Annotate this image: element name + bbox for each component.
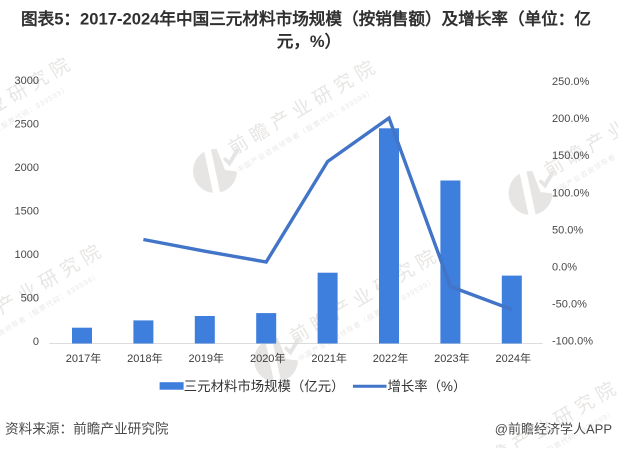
svg-text:3000: 3000 — [15, 75, 39, 87]
svg-text:@前瞻经济学人APP: @前瞻经济学人APP — [495, 422, 612, 437]
svg-text:1500: 1500 — [15, 206, 39, 218]
svg-text:2024年: 2024年 — [496, 351, 531, 365]
svg-text:元，%）: 元，%） — [277, 31, 341, 51]
svg-text:图表5：2017-2024年中国三元材料市场规模（按销售额）: 图表5：2017-2024年中国三元材料市场规模（按销售额）及增长率（单位：亿 — [21, 9, 591, 29]
svg-text:2023年: 2023年 — [434, 351, 469, 365]
svg-text:2021年: 2021年 — [311, 351, 346, 365]
svg-text:2022年: 2022年 — [373, 351, 408, 365]
svg-text:三元材料市场规模（亿元）: 三元材料市场规模（亿元） — [184, 378, 345, 394]
svg-text:-100.0%: -100.0% — [552, 336, 593, 348]
svg-text:0.0%: 0.0% — [552, 262, 577, 274]
svg-text:增长率（%）: 增长率（%） — [388, 378, 467, 394]
svg-text:2017年: 2017年 — [66, 351, 101, 365]
svg-text:2018年: 2018年 — [127, 351, 162, 365]
svg-text:2020年: 2020年 — [250, 351, 285, 365]
svg-text:50.0%: 50.0% — [552, 224, 583, 236]
svg-text:500: 500 — [21, 293, 39, 305]
svg-text:0: 0 — [33, 336, 39, 348]
svg-text:2000: 2000 — [15, 162, 39, 174]
svg-text:2019年: 2019年 — [189, 351, 224, 365]
svg-text:150.0%: 150.0% — [552, 150, 590, 162]
svg-text:250.0%: 250.0% — [552, 76, 590, 88]
svg-text:-50.0%: -50.0% — [552, 299, 587, 311]
svg-text:2500: 2500 — [15, 119, 39, 131]
svg-text:200.0%: 200.0% — [552, 113, 590, 125]
svg-text:100.0%: 100.0% — [552, 187, 590, 199]
svg-text:1000: 1000 — [15, 249, 39, 261]
svg-text:资料来源：前瞻产业研究院: 资料来源：前瞻产业研究院 — [5, 421, 169, 437]
